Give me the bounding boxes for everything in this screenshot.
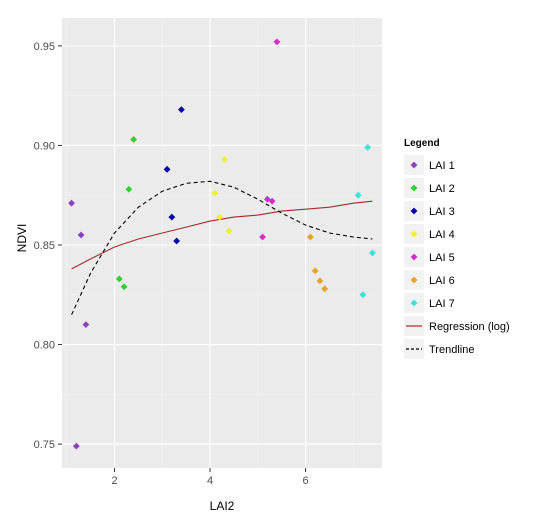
legend-items: LAI 1 LAI 2 LAI 3 LAI 4 LAI 5 LAI 6 LAI 7 Regre… (404, 155, 510, 359)
point-lai-3 (163, 165, 171, 173)
point-lai-3 (173, 237, 181, 245)
point-lai-7 (354, 191, 362, 199)
y-tick-label: 0.95 (34, 41, 55, 53)
regression-log-curve (71, 200, 373, 270)
legend-key-lai-6 (410, 276, 418, 284)
legend-label-lai-3: LAI 3 (429, 206, 455, 218)
x-axis-title: LAI2 (210, 499, 235, 513)
x-axis-ticks: 2 4 6 (111, 468, 309, 487)
point-lai-4 (225, 227, 233, 235)
legend-key-lai-4 (410, 230, 418, 238)
point-lai-4 (216, 213, 224, 221)
y-tick-label: 0.80 (34, 340, 55, 352)
point-lai-5 (268, 197, 276, 205)
trendline-curve (71, 180, 373, 315)
point-lai-1 (77, 231, 85, 239)
point-lai-4 (220, 155, 228, 163)
plot-panel (62, 18, 382, 468)
point-lai-2 (130, 136, 138, 143)
legend-key-lai-2 (410, 184, 418, 192)
point-lai-2 (120, 283, 128, 291)
legend-key-lai-3 (410, 207, 418, 215)
major-gridlines (62, 18, 382, 468)
point-lai-1 (72, 442, 80, 450)
y-tick-label: 0.90 (34, 140, 55, 152)
legend-key-lai-5 (410, 253, 418, 261)
point-lai-2 (125, 185, 133, 193)
point-lai-6 (306, 233, 314, 241)
point-lai-5 (273, 38, 281, 46)
legend-label-trendline: Trendline (429, 344, 474, 356)
legend-label-lai-5: LAI 5 (429, 252, 455, 264)
y-tick-label: 0.75 (34, 439, 55, 451)
legend-label-regression-log: Regression (log) (429, 321, 510, 333)
data-points (68, 38, 376, 450)
point-lai-6 (316, 277, 324, 285)
point-lai-4 (211, 189, 219, 197)
y-axis-title: NDVI (15, 224, 29, 253)
point-lai-6 (321, 285, 329, 293)
x-tick-label: 6 (303, 475, 309, 487)
point-lai-3 (178, 106, 185, 113)
point-lai-3 (168, 213, 176, 221)
point-lai-2 (115, 275, 123, 283)
legend-label-lai-7: LAI 7 (429, 298, 455, 310)
legend-title: Legend (404, 138, 440, 149)
minor-gridlines (62, 18, 382, 468)
point-lai-6 (311, 267, 319, 275)
legend-label-lai-6: LAI 6 (429, 275, 455, 287)
point-lai-7 (369, 249, 376, 257)
y-tick-label: 0.85 (34, 240, 55, 252)
y-axis-ticks: 0.75 0.80 0.85 0.90 0.95 (34, 41, 62, 451)
legend-label-lai-4: LAI 4 (429, 229, 455, 241)
fit-lines (71, 180, 373, 315)
point-lai-7 (359, 291, 367, 299)
legend-key-lai-1 (410, 161, 418, 169)
point-lai-5 (259, 233, 266, 241)
legend-label-lai-1: LAI 1 (429, 160, 455, 172)
point-lai-7 (364, 144, 372, 151)
x-tick-label: 4 (207, 475, 213, 487)
point-lai-1 (82, 321, 90, 329)
point-lai-1 (68, 199, 75, 207)
legend-key-lai-7 (410, 299, 418, 307)
legend-label-lai-2: LAI 2 (429, 183, 455, 195)
x-tick-label: 2 (111, 475, 117, 487)
